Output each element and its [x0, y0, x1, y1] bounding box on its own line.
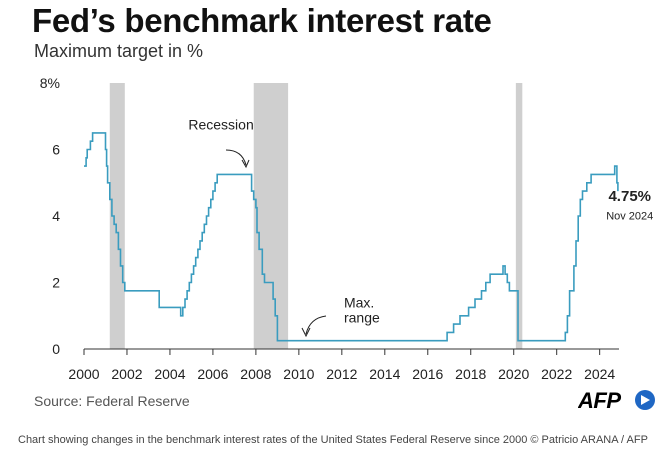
chart-title: Fed’s benchmark interest rate	[32, 2, 492, 39]
range-arrowhead	[301, 327, 311, 338]
recession-band-2	[515, 83, 523, 349]
x-tick-label-2020: 2020	[498, 366, 529, 382]
annotations: Recession Max.range 4.75% Nov 2024	[188, 117, 653, 338]
annotation-max: Max.	[344, 294, 374, 310]
recession-arrowhead	[241, 159, 250, 169]
x-tick-label-2006: 2006	[197, 366, 228, 382]
x-tick-label-2000: 2000	[68, 366, 99, 382]
annotation-range: range	[344, 309, 380, 325]
range-arrow	[305, 315, 327, 335]
afp-logo-text: AFP	[578, 388, 621, 413]
recession-bands	[109, 83, 523, 349]
rate-series	[84, 132, 619, 342]
chart-subtitle: Maximum target in %	[34, 41, 204, 61]
recession-band-0	[109, 83, 125, 349]
recession-arrow	[225, 149, 247, 166]
x-tick-label-2022: 2022	[541, 366, 572, 382]
image-caption: Chart showing changes in the benchmark i…	[18, 434, 648, 446]
x-tick-label-2014: 2014	[369, 366, 400, 382]
x-tick-label-2024: 2024	[584, 366, 615, 382]
y-axis: 0 2 4 6 8%	[40, 75, 60, 357]
x-tick-label-2016: 2016	[412, 366, 443, 382]
rate-line-0	[84, 132, 619, 342]
recession-band-1	[253, 83, 289, 349]
play-icon	[641, 395, 650, 405]
annotation-recession: Recession	[188, 117, 253, 133]
chart-area: 2000 2002 2004 2006 2008 2010 2012 2014 2016 2018…	[40, 75, 654, 382]
annotation-last-value: 4.75%	[608, 188, 651, 205]
x-tick-label-2012: 2012	[326, 366, 357, 382]
afp-logo: AFP	[577, 386, 658, 414]
y-tick-label-0: 0	[52, 341, 60, 357]
y-tick-label-2: 2	[52, 275, 60, 291]
x-tick-label-2010: 2010	[283, 366, 314, 382]
x-tick-label-2008: 2008	[240, 366, 271, 382]
source-note: Source: Federal Reserve	[34, 393, 190, 409]
y-tick-label-6: 6	[52, 142, 60, 158]
x-tick-label-2004: 2004	[154, 366, 185, 382]
y-tick-label-8%: 8%	[40, 75, 60, 91]
x-tick-label-2002: 2002	[111, 366, 142, 382]
annotation-last-date: Nov 2024	[606, 210, 653, 222]
y-tick-label-4: 4	[52, 208, 60, 224]
x-tick-label-2018: 2018	[455, 366, 486, 382]
x-axis: 2000 2002 2004 2006 2008 2010 2012 2014 2016 2018…	[68, 348, 619, 382]
